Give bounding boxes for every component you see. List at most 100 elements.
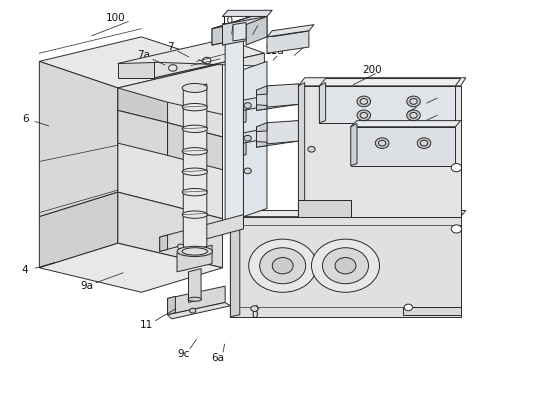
Circle shape bbox=[357, 96, 371, 107]
Polygon shape bbox=[40, 192, 118, 268]
Polygon shape bbox=[118, 192, 223, 268]
Circle shape bbox=[417, 138, 431, 148]
Polygon shape bbox=[160, 235, 168, 251]
Polygon shape bbox=[225, 35, 244, 233]
Polygon shape bbox=[244, 142, 246, 156]
Polygon shape bbox=[233, 23, 246, 41]
Ellipse shape bbox=[177, 246, 213, 256]
Polygon shape bbox=[118, 88, 168, 123]
Polygon shape bbox=[183, 84, 207, 266]
Polygon shape bbox=[256, 105, 267, 111]
Polygon shape bbox=[267, 31, 309, 53]
Circle shape bbox=[244, 168, 252, 174]
Circle shape bbox=[169, 65, 177, 71]
Circle shape bbox=[323, 248, 368, 284]
Polygon shape bbox=[168, 296, 175, 315]
Polygon shape bbox=[168, 286, 225, 315]
Circle shape bbox=[244, 103, 252, 108]
Polygon shape bbox=[256, 86, 267, 95]
Circle shape bbox=[357, 110, 371, 121]
Polygon shape bbox=[189, 269, 201, 302]
Ellipse shape bbox=[182, 125, 207, 133]
Polygon shape bbox=[299, 83, 305, 217]
Polygon shape bbox=[168, 123, 223, 170]
Ellipse shape bbox=[182, 103, 207, 111]
Polygon shape bbox=[212, 27, 223, 45]
Circle shape bbox=[177, 244, 184, 249]
Circle shape bbox=[335, 258, 356, 274]
Ellipse shape bbox=[182, 83, 207, 93]
Polygon shape bbox=[244, 61, 267, 217]
Ellipse shape bbox=[182, 188, 207, 196]
Circle shape bbox=[260, 248, 306, 284]
Circle shape bbox=[407, 96, 420, 107]
Polygon shape bbox=[40, 243, 223, 292]
Circle shape bbox=[410, 113, 417, 118]
Polygon shape bbox=[168, 102, 223, 137]
Circle shape bbox=[202, 57, 211, 64]
Polygon shape bbox=[256, 141, 267, 147]
Polygon shape bbox=[230, 211, 466, 217]
Polygon shape bbox=[223, 16, 267, 45]
Polygon shape bbox=[299, 78, 466, 86]
Text: 7: 7 bbox=[167, 42, 174, 52]
Polygon shape bbox=[118, 39, 264, 78]
Polygon shape bbox=[351, 127, 456, 166]
Circle shape bbox=[379, 140, 386, 146]
Ellipse shape bbox=[182, 148, 207, 155]
Circle shape bbox=[360, 113, 367, 118]
Text: 7b: 7b bbox=[184, 50, 198, 60]
Polygon shape bbox=[256, 121, 299, 147]
Circle shape bbox=[407, 110, 420, 121]
Polygon shape bbox=[244, 125, 285, 143]
Ellipse shape bbox=[188, 297, 201, 301]
Text: 6a: 6a bbox=[211, 353, 224, 363]
Text: 10: 10 bbox=[221, 15, 234, 25]
Circle shape bbox=[410, 98, 417, 104]
Text: 200: 200 bbox=[362, 65, 381, 75]
Polygon shape bbox=[118, 62, 154, 78]
Polygon shape bbox=[40, 61, 118, 217]
Polygon shape bbox=[230, 214, 240, 317]
Text: 9c: 9c bbox=[177, 349, 190, 359]
Polygon shape bbox=[403, 306, 461, 315]
Polygon shape bbox=[267, 25, 314, 37]
Text: 5: 5 bbox=[431, 89, 438, 99]
Polygon shape bbox=[256, 123, 267, 132]
Circle shape bbox=[308, 146, 315, 152]
Text: 10a: 10a bbox=[244, 15, 264, 25]
Circle shape bbox=[311, 239, 380, 292]
Polygon shape bbox=[168, 302, 230, 319]
Circle shape bbox=[451, 163, 462, 172]
Text: 100: 100 bbox=[105, 13, 125, 23]
Polygon shape bbox=[118, 63, 223, 219]
Polygon shape bbox=[267, 84, 299, 107]
Polygon shape bbox=[154, 53, 264, 78]
Polygon shape bbox=[319, 83, 326, 123]
Polygon shape bbox=[299, 86, 461, 217]
Text: 9a: 9a bbox=[80, 281, 93, 291]
Polygon shape bbox=[177, 245, 212, 272]
Polygon shape bbox=[319, 78, 461, 86]
Polygon shape bbox=[212, 13, 264, 45]
Polygon shape bbox=[351, 121, 461, 127]
Polygon shape bbox=[267, 121, 299, 144]
Circle shape bbox=[272, 258, 293, 274]
Polygon shape bbox=[118, 111, 168, 156]
Circle shape bbox=[251, 306, 258, 311]
Circle shape bbox=[404, 304, 412, 311]
Circle shape bbox=[420, 140, 428, 146]
Polygon shape bbox=[160, 215, 244, 251]
Polygon shape bbox=[256, 84, 299, 111]
Polygon shape bbox=[319, 86, 456, 123]
Polygon shape bbox=[230, 217, 461, 317]
Circle shape bbox=[190, 308, 196, 313]
Polygon shape bbox=[244, 110, 246, 123]
Polygon shape bbox=[246, 16, 267, 45]
Polygon shape bbox=[223, 10, 272, 16]
Ellipse shape bbox=[182, 168, 207, 176]
Text: 11: 11 bbox=[140, 320, 153, 330]
Polygon shape bbox=[238, 27, 249, 41]
Ellipse shape bbox=[182, 248, 207, 255]
Text: 11a: 11a bbox=[265, 46, 285, 56]
